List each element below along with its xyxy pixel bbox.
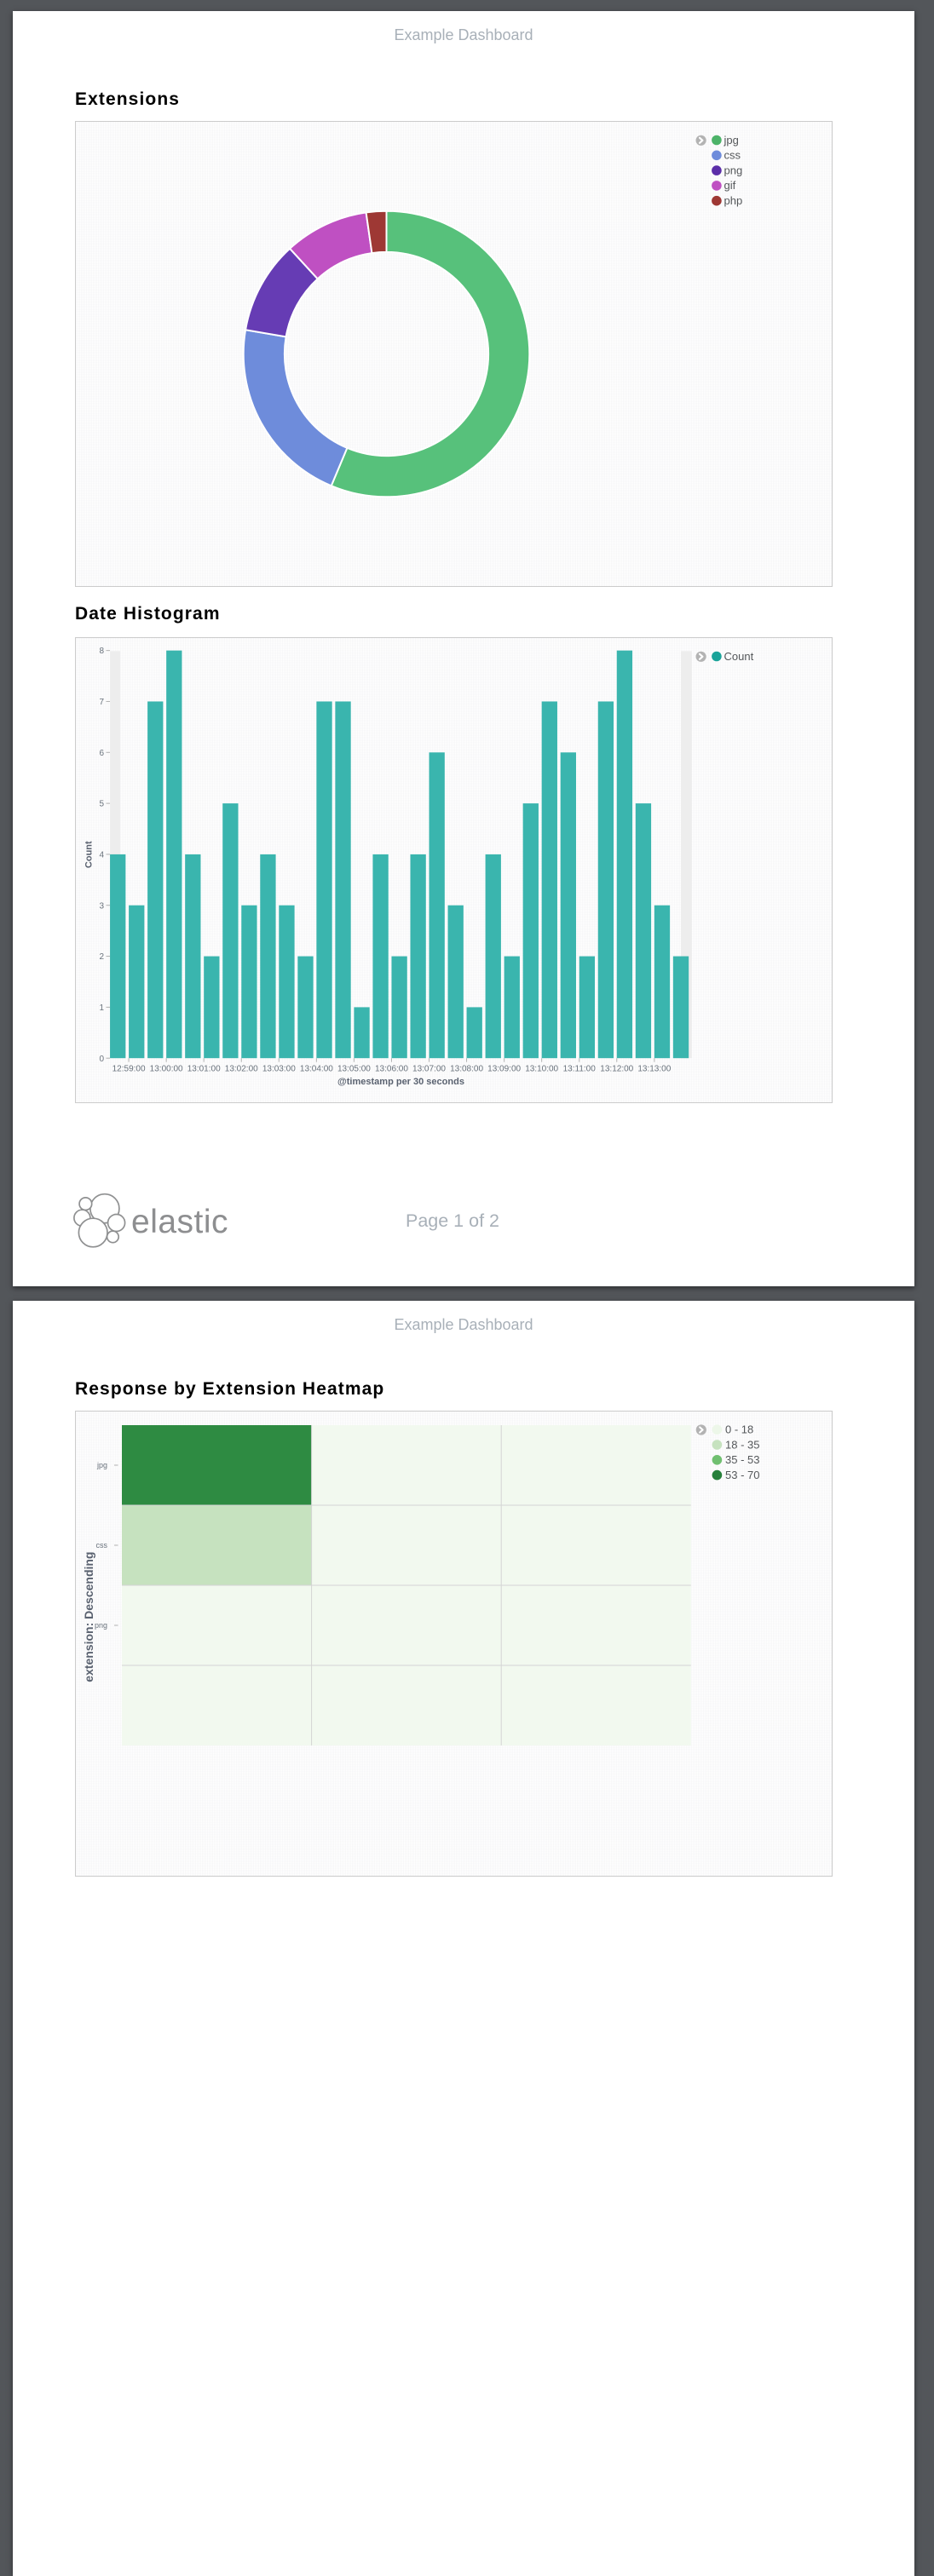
svg-text:13:08:00: 13:08:00 (450, 1065, 483, 1074)
svg-text:jpg: jpg (96, 1461, 107, 1469)
svg-text:7: 7 (99, 698, 104, 707)
svg-text:php: php (724, 194, 743, 207)
svg-text:13:07:00: 13:07:00 (412, 1065, 446, 1074)
svg-text:0: 0 (99, 1055, 104, 1064)
svg-text:13:02:00: 13:02:00 (225, 1065, 258, 1074)
svg-text:5: 5 (99, 800, 104, 809)
svg-text:8: 8 (99, 647, 104, 656)
svg-text:3: 3 (99, 901, 104, 911)
svg-text:35 - 53: 35 - 53 (725, 1453, 759, 1466)
svg-text:13:09:00: 13:09:00 (487, 1065, 521, 1074)
svg-text:13:13:00: 13:13:00 (637, 1065, 671, 1074)
svg-text:extension: Descending: extension: Descending (82, 1552, 95, 1682)
svg-text:13:04:00: 13:04:00 (300, 1065, 333, 1074)
svg-text:jpg: jpg (724, 134, 739, 147)
svg-text:18 - 35: 18 - 35 (725, 1438, 759, 1451)
svg-text:Count: Count (84, 841, 95, 868)
svg-text:0 - 18: 0 - 18 (725, 1423, 753, 1436)
svg-text:png: png (724, 164, 743, 176)
svg-text:@timestamp per 30 seconds: @timestamp per 30 seconds (337, 1077, 464, 1087)
svg-text:css: css (724, 149, 741, 162)
svg-text:53 - 70: 53 - 70 (725, 1469, 759, 1481)
svg-text:Count: Count (724, 650, 754, 663)
svg-text:png: png (95, 1621, 107, 1630)
svg-text:12:59:00: 12:59:00 (112, 1065, 146, 1074)
svg-text:6: 6 (99, 749, 104, 758)
svg-text:2: 2 (99, 952, 104, 962)
svg-text:13:06:00: 13:06:00 (375, 1065, 408, 1074)
svg-text:13:10:00: 13:10:00 (525, 1065, 558, 1074)
svg-text:1: 1 (99, 1003, 104, 1013)
svg-text:13:11:00: 13:11:00 (563, 1065, 597, 1074)
svg-text:13:12:00: 13:12:00 (600, 1065, 633, 1074)
svg-text:13:03:00: 13:03:00 (262, 1065, 296, 1074)
svg-text:css: css (96, 1541, 108, 1550)
svg-text:13:00:00: 13:00:00 (150, 1065, 183, 1074)
svg-text:4: 4 (99, 851, 104, 860)
svg-text:gif: gif (724, 179, 736, 192)
svg-text:13:01:00: 13:01:00 (187, 1065, 221, 1074)
svg-text:13:05:00: 13:05:00 (337, 1065, 371, 1074)
